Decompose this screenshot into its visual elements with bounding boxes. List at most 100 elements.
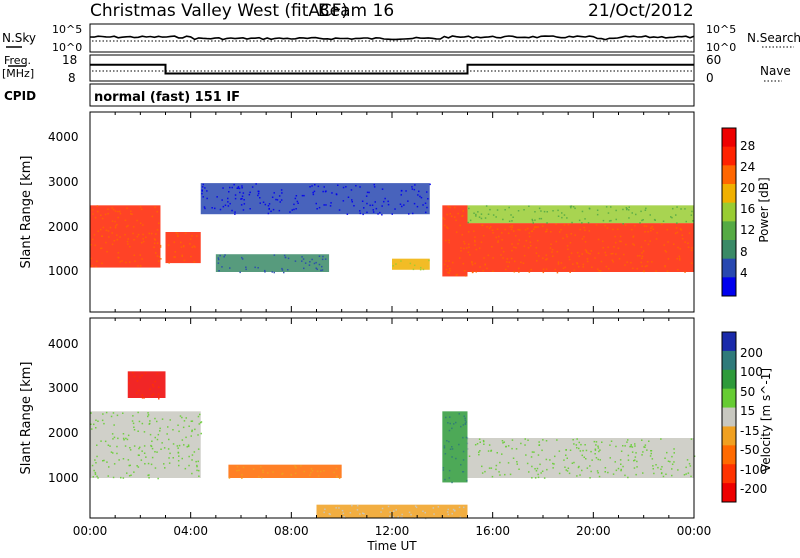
noise-right-tick-top: 10^5 (706, 23, 736, 36)
velocity-speckle (630, 444, 632, 446)
power-speckle (576, 251, 579, 254)
frequency-line (90, 63, 694, 75)
velocity-speckle (145, 456, 147, 458)
velocity-speckle (558, 450, 561, 452)
power-speckle (523, 245, 526, 247)
velocity-speckle (573, 443, 575, 445)
power-speckle (222, 205, 225, 208)
power-speckle (400, 194, 402, 196)
power-speckle (645, 225, 648, 227)
power-speckle (248, 193, 251, 196)
velocity-speckle (143, 452, 146, 454)
velocity-speckle (575, 444, 578, 446)
velocity-speckle (634, 443, 636, 445)
power-speckle (446, 226, 448, 228)
power-speckle (280, 189, 283, 191)
power-speckle (309, 261, 311, 263)
power-speckle (604, 224, 606, 227)
power-speckle (504, 209, 506, 211)
velocity-speckle (578, 447, 580, 450)
power-speckle (463, 247, 465, 250)
power-speckle (293, 203, 295, 206)
power-speckle (492, 214, 495, 216)
velocity-speckle (362, 512, 364, 514)
power-speckle (454, 216, 456, 218)
velocity-speckle (335, 507, 337, 509)
velocity-speckle (262, 471, 264, 473)
velocity-speckle (642, 451, 644, 453)
power-speckle (583, 235, 585, 238)
velocity-speckle (490, 467, 493, 469)
power-ytick-2000: 2000 (48, 220, 79, 234)
velocity-speckle (262, 469, 264, 471)
power-speckle (445, 239, 447, 242)
velocity-speckle (534, 468, 536, 470)
velocity-speckle (667, 460, 670, 462)
power-speckle (578, 255, 580, 257)
power-speckle (532, 222, 534, 224)
velocity-speckle (178, 455, 180, 457)
velocity-speckle (188, 455, 190, 458)
power-speckle (543, 210, 546, 213)
power-speckle (142, 233, 144, 236)
velocity-speckle (188, 425, 190, 427)
velocity-speckle (154, 451, 156, 453)
velocity-speckle (446, 440, 448, 442)
power-speckle (531, 218, 533, 221)
power-speckle (517, 210, 520, 212)
power-speckle (520, 261, 522, 264)
power-speckle (606, 227, 609, 229)
velocity-speckle (127, 459, 130, 461)
velocity-speckle (459, 516, 462, 518)
power-speckle (283, 254, 286, 257)
power-speckle (237, 186, 240, 188)
power-speckle (540, 210, 542, 212)
power-speckle (528, 271, 531, 273)
power-speckle (569, 205, 572, 208)
power-speckle (517, 243, 519, 245)
velocity-speckle (108, 466, 110, 468)
freq-left-tick-top: 18 (62, 53, 77, 67)
power-speckle (371, 204, 374, 206)
velocity-speckle (479, 450, 481, 452)
power-speckle (586, 260, 589, 263)
power-speckle (646, 261, 649, 263)
velocity-speckle (633, 467, 636, 469)
power-speckle (632, 235, 635, 237)
power-speckle (647, 230, 649, 233)
noise-panel-frame (89, 23, 695, 53)
power-speckle (384, 197, 386, 200)
velocity-speckle (516, 463, 518, 465)
power-speckle (565, 234, 568, 236)
velocity-speckle (132, 422, 135, 425)
power-speckle (663, 244, 665, 246)
power-speckle (574, 207, 576, 210)
power-speckle (625, 243, 627, 246)
velocity-speckle (156, 451, 158, 453)
power-cbar-tick-24: 24 (740, 160, 755, 174)
velocity-speckle (151, 456, 154, 459)
power-speckle (413, 188, 416, 191)
velocity-speckle (460, 425, 462, 428)
velocity-speckle (624, 474, 626, 477)
power-speckle (301, 256, 303, 258)
power-speckle (624, 264, 626, 266)
power-speckle (666, 228, 668, 231)
power-speckle (469, 219, 472, 222)
velocity-speckle (455, 421, 457, 424)
vel-cbar-tick-50: 50 (740, 385, 755, 399)
velocity-speckle (531, 465, 533, 468)
power-speckle (454, 206, 456, 209)
velocity-speckle (110, 451, 113, 453)
power-speckle (650, 229, 652, 232)
power-speckle (100, 247, 102, 250)
power-speckle (448, 241, 450, 244)
power-speckle (641, 257, 643, 260)
power-speckle (535, 252, 538, 254)
power-speckle (101, 262, 103, 265)
power-speckle (511, 224, 513, 227)
power-speckle (473, 230, 475, 232)
velocity-speckle (509, 473, 512, 476)
velocity-speckle (157, 393, 160, 395)
velocity-speckle (536, 467, 539, 470)
